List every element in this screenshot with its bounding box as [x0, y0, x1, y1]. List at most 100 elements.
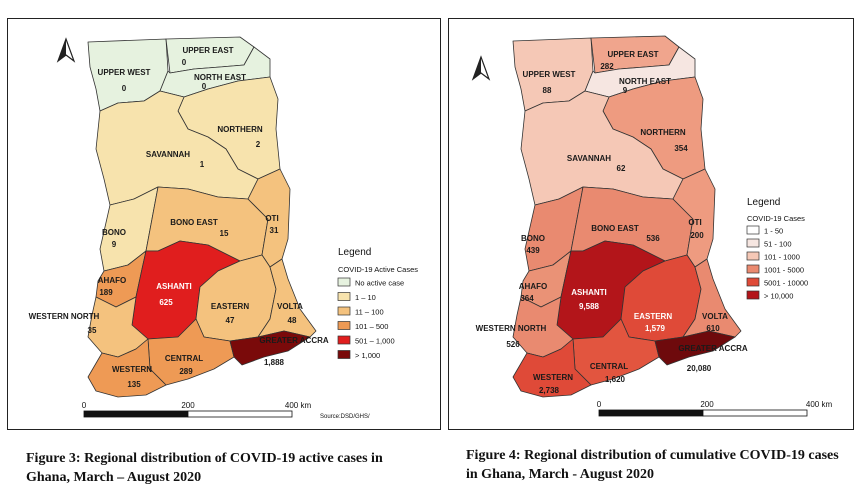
scale-bar: 0 200 400 km: [597, 400, 833, 417]
scale-tick-200: 200: [700, 400, 714, 409]
value-upper-east: 0: [182, 58, 187, 67]
legend-swatch: [746, 264, 760, 274]
value-oti: 31: [270, 226, 279, 235]
north-arrow-icon: [471, 55, 491, 81]
value-bono-east: 536: [646, 234, 660, 243]
value-western-north: 35: [88, 326, 97, 335]
legend-swatch: [337, 277, 351, 287]
legend-label: 501 – 1,000: [355, 337, 395, 346]
legend-label: 1001 - 5000: [764, 266, 804, 275]
label-upper-east: UPPER EAST: [607, 50, 658, 59]
legend-swatch: [746, 290, 760, 300]
legend: Legend COVID-19 Cases 1 - 50 51 - 100 101 …: [746, 197, 808, 301]
value-ashanti: 625: [159, 298, 173, 307]
label-eastern: EASTERN: [211, 302, 249, 311]
figure-4-caption: Figure 4: Regional distribution of cumul…: [466, 448, 839, 482]
label-north-east: NORTH EAST: [194, 73, 246, 82]
scale-tick-0: 0: [82, 401, 87, 410]
label-central: CENTRAL: [590, 362, 628, 371]
label-northern: NORTHERN: [217, 125, 263, 134]
legend-swatch: [746, 225, 760, 235]
label-oti: OTI: [688, 218, 701, 227]
value-bono: 9: [112, 240, 117, 249]
scale-tick-400: 400 km: [285, 401, 312, 410]
region-greater-accra: [654, 330, 736, 366]
label-north-east: NORTH EAST: [619, 77, 671, 86]
value-ashanti: 9,588: [579, 302, 600, 311]
legend-label: 5001 - 10000: [764, 279, 808, 288]
legend-label: > 1,000: [355, 351, 380, 360]
label-ashanti: ASHANTI: [156, 282, 192, 291]
label-upper-west: UPPER WEST: [98, 68, 151, 77]
label-northern: NORTHERN: [640, 128, 686, 137]
label-ahafo: AHAFO: [98, 276, 126, 285]
value-greater-accra: 1,888: [264, 358, 285, 367]
value-bono-east: 15: [220, 229, 229, 238]
label-bono-east: BONO EAST: [170, 218, 218, 227]
value-central: 289: [179, 367, 193, 376]
label-greater-accra: GREATER ACCRA: [678, 344, 748, 353]
legend-label: 101 – 500: [355, 322, 388, 331]
value-eastern: 47: [226, 316, 235, 325]
legend-label: No active case: [355, 279, 404, 288]
label-oti: OTI: [265, 214, 278, 223]
value-upper-west: 88: [543, 86, 552, 95]
legend-subtitle: COVID-19 Cases: [747, 214, 805, 223]
map-cumulative-cases: UPPER WEST 88 UPPER EAST 282 NORTH EAST …: [471, 35, 833, 417]
value-north-east: 9: [623, 86, 628, 95]
value-savannah: 62: [617, 164, 626, 173]
legend-swatch: [337, 292, 351, 301]
legend-swatch: [337, 350, 351, 359]
label-western: WESTERN: [533, 373, 573, 382]
label-ashanti: ASHANTI: [571, 288, 607, 297]
legend: Legend COVID-19 Active Cases No active c…: [337, 247, 418, 360]
legend-label: 1 – 10: [355, 293, 376, 302]
legend-swatch: [746, 238, 760, 248]
label-upper-west: UPPER WEST: [523, 70, 576, 79]
legend-label: 1 - 50: [764, 227, 783, 236]
region-western: [512, 338, 592, 398]
legend-swatch: [337, 335, 351, 345]
value-eastern: 1,579: [645, 324, 666, 333]
label-bono: BONO: [102, 228, 126, 237]
map-panel-cumulative-cases: UPPER WEST 88 UPPER EAST 282 NORTH EAST …: [448, 18, 854, 430]
value-ahafo: 364: [520, 294, 534, 303]
value-ahafo: 189: [99, 288, 113, 297]
label-bono: BONO: [521, 234, 545, 243]
label-western-north: WESTERN NORTH: [476, 324, 547, 333]
value-oti: 200: [690, 231, 704, 240]
label-savannah: SAVANNAH: [567, 154, 611, 163]
legend-subtitle: COVID-19 Active Cases: [338, 265, 418, 274]
legend-label: 11 – 100: [355, 308, 384, 317]
scale-tick-400: 400 km: [806, 400, 833, 409]
value-volta: 610: [706, 324, 720, 333]
value-western-north: 526: [506, 340, 520, 349]
legend-swatch: [337, 321, 351, 330]
legend-swatch: [746, 277, 760, 287]
value-north-east: 0: [202, 82, 207, 91]
legend-label: 51 - 100: [764, 240, 792, 249]
legend-label: 101 - 1000: [764, 253, 800, 262]
figure-3-caption: Figure 3: Regional distribution of COVID…: [26, 451, 383, 485]
label-volta: VOLTA: [277, 302, 303, 311]
label-central: CENTRAL: [165, 354, 203, 363]
value-northern: 2: [256, 140, 261, 149]
label-eastern: EASTERN: [634, 312, 672, 321]
label-volta: VOLTA: [702, 312, 728, 321]
value-upper-west: 0: [122, 84, 127, 93]
legend-swatch: [746, 251, 760, 261]
label-western-north: WESTERN NORTH: [29, 312, 100, 321]
value-upper-east: 282: [600, 62, 614, 71]
value-savannah: 1: [200, 160, 205, 169]
scale-tick-0: 0: [597, 400, 602, 409]
label-ahafo: AHAFO: [519, 282, 547, 291]
label-greater-accra: GREATER ACCRA: [259, 336, 329, 345]
label-upper-east: UPPER EAST: [182, 46, 233, 55]
map-active-cases: UPPER WEST 0 UPPER EAST 0 NORTH EAST 0 N…: [29, 36, 418, 420]
value-bono: 439: [526, 246, 540, 255]
north-arrow-icon: [56, 37, 76, 63]
value-central: 1,620: [605, 375, 626, 384]
source-note: Source:DSD/GHS/: [320, 414, 370, 420]
legend-title: Legend: [747, 197, 780, 208]
value-greater-accra: 20,080: [687, 364, 712, 373]
